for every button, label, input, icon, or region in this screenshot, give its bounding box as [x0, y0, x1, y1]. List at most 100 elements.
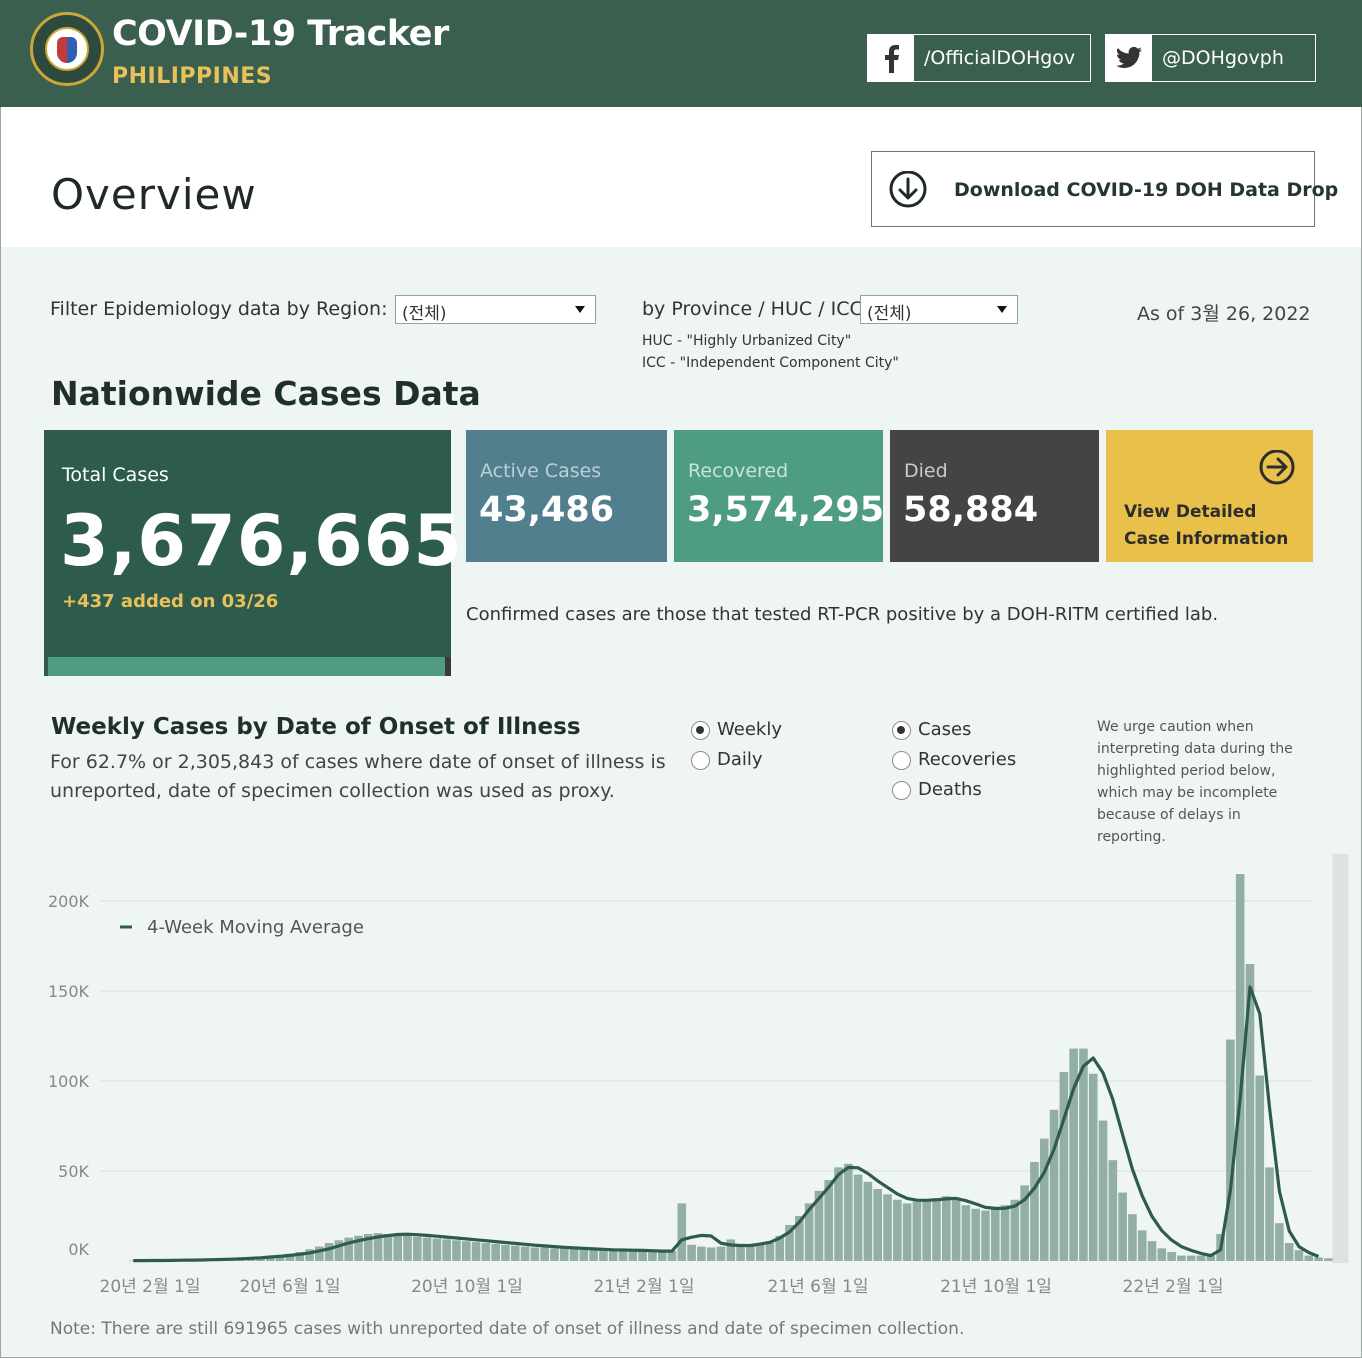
view-detailed-case-button[interactable]: View Detailed Case Information [1106, 430, 1313, 562]
weekly-case-bar [1167, 1252, 1176, 1261]
total-cases-label: Total Cases [62, 464, 169, 486]
x-tick-label: 21년 10월 1일 [940, 1277, 1052, 1297]
weekly-case-bar [765, 1243, 775, 1261]
weekly-case-bar [305, 1249, 314, 1261]
weekly-case-bar [971, 1208, 980, 1261]
weekly-case-bar [981, 1210, 990, 1261]
weekly-case-bar [706, 1247, 716, 1261]
weekly-case-bar [1010, 1199, 1020, 1261]
weekly-case-bar [1245, 964, 1255, 1261]
weekly-case-bar [461, 1241, 471, 1261]
weekly-case-bar [1265, 1167, 1274, 1261]
x-tick-label: 22년 2월 1일 [1123, 1277, 1224, 1297]
weekly-case-bar [775, 1235, 785, 1261]
weekly-case-bar [540, 1247, 549, 1261]
weekly-case-bar [432, 1238, 442, 1261]
weekly-case-bar [1088, 1073, 1098, 1261]
weekly-case-bar [1128, 1214, 1137, 1261]
moving-average-line [133, 985, 1320, 1263]
weekly-case-bar [863, 1181, 873, 1261]
chart-description: For 62.7% or 2,305,843 of cases where da… [50, 751, 666, 802]
weekly-case-bar [422, 1237, 432, 1261]
weekly-case-bar [667, 1251, 677, 1261]
region-filter-label: Filter Epidemiology data by Region: [50, 298, 388, 320]
weekly-case-bar [883, 1194, 892, 1261]
weekly-case-bar [1314, 1257, 1323, 1261]
weekly-case-bar [941, 1196, 951, 1261]
region-select-value: (전체) [402, 304, 447, 324]
weekly-case-bar [677, 1203, 687, 1261]
weekly-case-bar [295, 1252, 305, 1261]
confirmed-cases-note: Confirmed cases are those that tested RT… [466, 604, 1219, 625]
x-tick-label: 20년 2월 1일 [100, 1277, 201, 1297]
weekly-case-bar [873, 1189, 883, 1261]
chart-footnote: Note: There are still 691965 cases with … [50, 1319, 965, 1339]
region-select[interactable]: (전체) [395, 295, 596, 324]
weekly-case-bar [285, 1253, 295, 1261]
weekly-case-bar [893, 1199, 902, 1261]
weekly-case-bar [393, 1235, 403, 1261]
weekly-case-bar [1304, 1255, 1314, 1261]
weekly-case-bar [510, 1245, 520, 1261]
weekly-case-bar [1059, 1072, 1069, 1261]
weekly-case-bar [618, 1250, 628, 1261]
radio-unselected-icon [691, 751, 710, 770]
weekly-case-bar [716, 1246, 726, 1261]
weekly-case-bar [648, 1251, 657, 1261]
twitter-icon [1106, 35, 1152, 81]
weekly-case-bar [951, 1198, 961, 1261]
doh-seal-logo [30, 12, 104, 86]
weekly-case-bar [804, 1203, 814, 1261]
weekly-case-bar [1049, 1109, 1059, 1261]
weekly-case-bar [344, 1237, 354, 1261]
app-title: COVID-19 Tracker [112, 14, 449, 54]
weekly-case-bar [324, 1243, 334, 1261]
weekly-case-bar [364, 1234, 373, 1261]
icc-note: ICC - "Independent Component City" [642, 355, 899, 371]
weekly-case-bar [687, 1244, 696, 1261]
weekly-case-bar [1147, 1241, 1157, 1261]
weekly-case-bar [961, 1205, 971, 1261]
total-cases-bar [48, 657, 445, 676]
died-value: 58,884 [903, 490, 1039, 530]
total-cases-card: Total Cases 3,676,665 +437 added on 03/2… [44, 430, 462, 676]
total-cases-value: 3,676,665 [60, 500, 464, 582]
weekly-case-bar [726, 1239, 736, 1261]
weekly-case-bar [481, 1243, 491, 1261]
province-select[interactable]: (전체) [860, 295, 1018, 324]
weekly-case-bar [1294, 1250, 1304, 1261]
incomplete-period-highlight [1332, 854, 1349, 1263]
facebook-link[interactable]: /OfficialDOHgov [867, 34, 1091, 82]
x-tick-label: 21년 2월 1일 [594, 1277, 695, 1297]
weekly-case-bar [1284, 1243, 1294, 1261]
twitter-link[interactable]: @DOHgovph [1105, 34, 1316, 82]
dropdown-arrow-icon [575, 306, 585, 313]
recovered-value: 3,574,295 [687, 490, 885, 530]
weekly-case-bar [1000, 1205, 1010, 1261]
weekly-case-bar [990, 1208, 1000, 1261]
weekly-case-bar [1020, 1185, 1029, 1261]
weekly-case-bar [1196, 1255, 1206, 1261]
dropdown-arrow-icon [997, 306, 1007, 313]
overview-title: Overview [51, 170, 257, 219]
app-subtitle: PHILIPPINES [112, 64, 273, 89]
download-data-drop-button[interactable]: Download COVID-19 DOH Data Drop [871, 151, 1338, 227]
weekly-case-bar [471, 1242, 481, 1261]
weekly-case-bar [922, 1199, 931, 1261]
nationwide-title: Nationwide Cases Data [51, 374, 481, 413]
weekly-case-bar [912, 1201, 922, 1261]
weekly-case-bar [383, 1234, 393, 1261]
x-tick-label: 20년 6월 1일 [240, 1277, 341, 1297]
weekly-case-bar [628, 1251, 638, 1261]
weekly-case-bar [579, 1249, 589, 1261]
legend-label: 4-Week Moving Average [147, 917, 364, 938]
facebook-icon [868, 35, 914, 81]
weekly-case-bar [638, 1251, 647, 1261]
weekly-case-bar [1186, 1255, 1196, 1261]
weekly-case-bar [1069, 1048, 1078, 1261]
weekly-case-bar [1206, 1255, 1216, 1261]
died-label: Died [904, 460, 948, 482]
weekly-case-bar [520, 1246, 530, 1261]
weekly-case-bar [501, 1244, 510, 1261]
weekly-case-bar [315, 1246, 324, 1261]
